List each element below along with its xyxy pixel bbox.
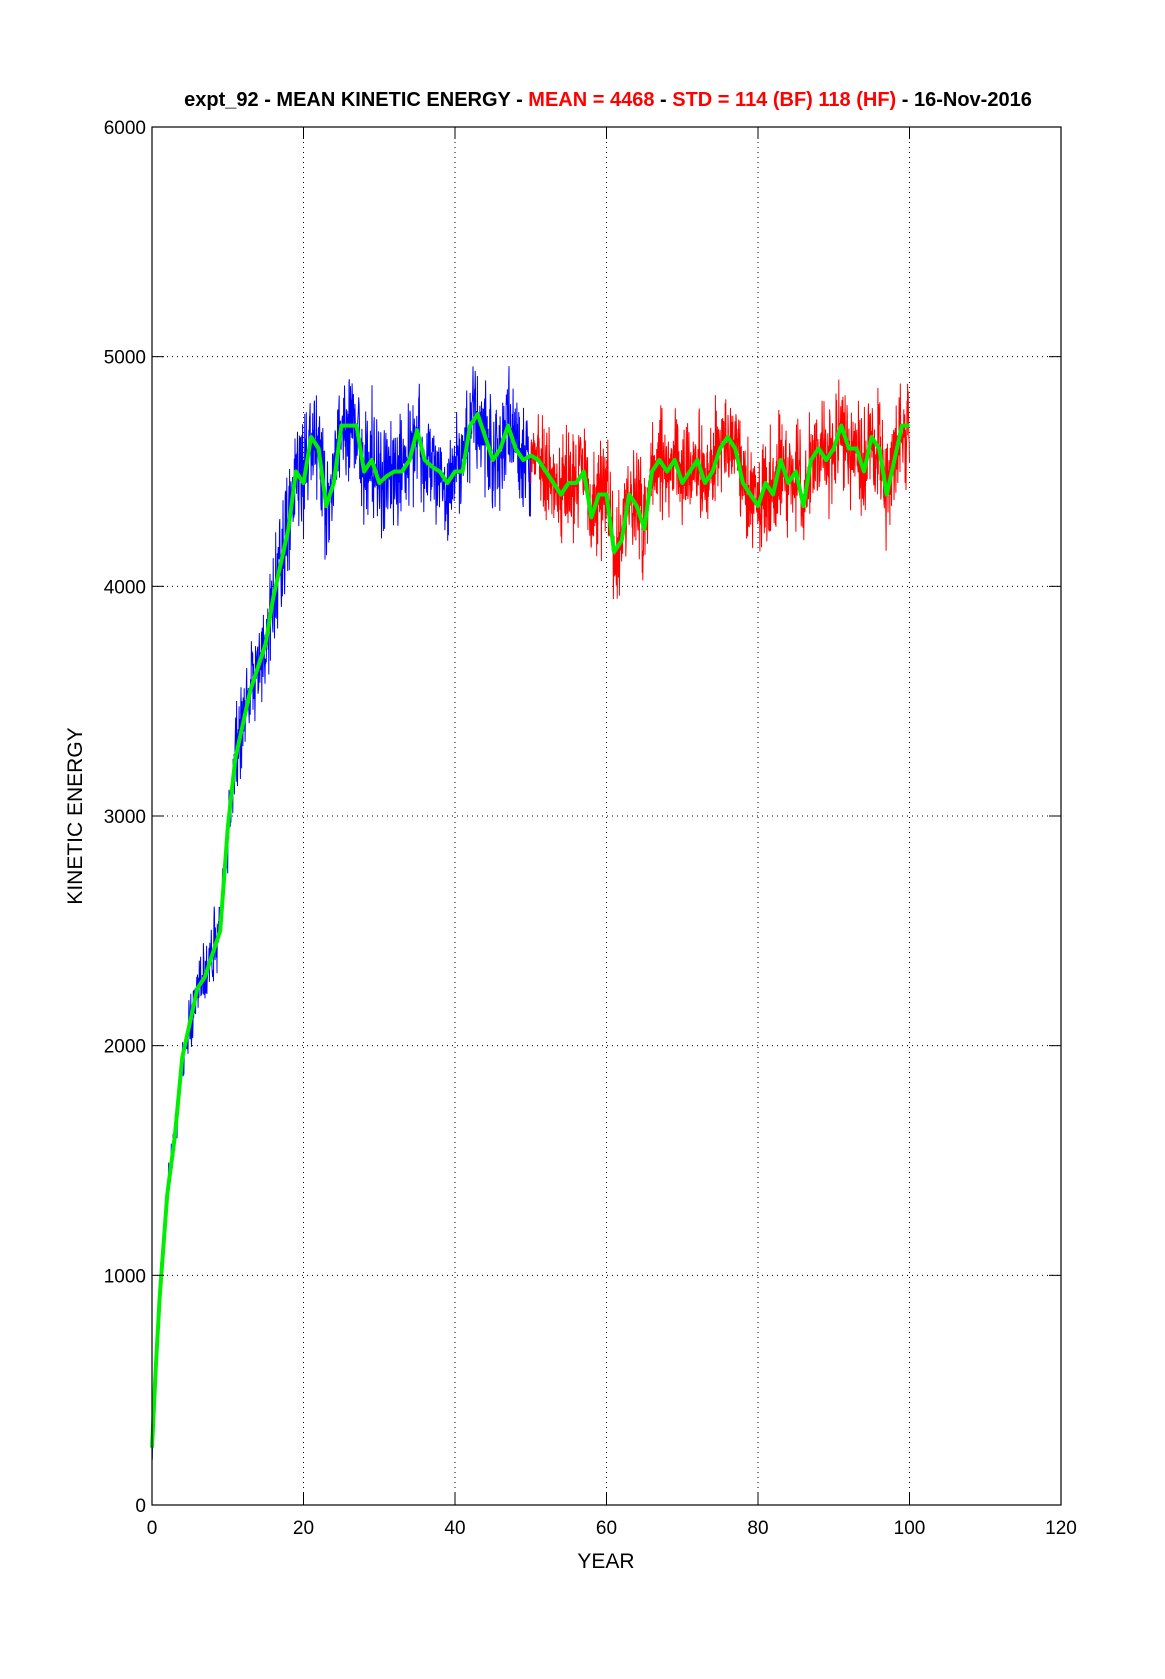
grid	[152, 127, 1061, 1505]
x-axis-label: YEAR	[577, 1550, 634, 1573]
ticks: 0 20 40 60 80 100 120 0 1000 2000 3000 4000 5000 6000	[104, 118, 1077, 1539]
chart-title: expt_92 - MEAN KINETIC ENERGY - MEAN = 4…	[184, 89, 1032, 111]
y-tick-label: 4000	[104, 577, 146, 598]
x-tick-label: 40	[444, 1518, 465, 1539]
title-date: - 16-Nov-2016	[896, 89, 1032, 111]
title-mean: MEAN = 4468	[528, 89, 654, 111]
y-tick-label: 5000	[104, 348, 146, 369]
series	[150, 366, 910, 1462]
raw-series-line	[530, 379, 910, 600]
plot-frame	[151, 126, 1062, 1506]
raw-series-line	[151, 366, 532, 1462]
y-tick-label: 2000	[104, 1037, 146, 1058]
x-tick-label: 80	[747, 1518, 768, 1539]
title-sep: -	[654, 89, 672, 111]
y-axis-label: KINETIC ENERGY	[64, 727, 87, 904]
x-tick-label: 60	[596, 1518, 617, 1539]
y-tick-label: 6000	[104, 118, 146, 139]
smoothed-series-line	[150, 412, 910, 1448]
x-tick-label: 120	[1045, 1518, 1077, 1539]
title-std: STD = 114 (BF) 118 (HF)	[672, 89, 896, 111]
x-tick-label: 20	[293, 1518, 314, 1539]
title-prefix: expt_92 - MEAN KINETIC ENERGY -	[184, 89, 528, 111]
x-tick-label: 0	[147, 1518, 158, 1539]
y-tick-label: 3000	[104, 807, 146, 828]
y-tick-label: 0	[135, 1496, 146, 1517]
y-tick-label: 1000	[104, 1266, 146, 1287]
x-tick-label: 100	[894, 1518, 926, 1539]
